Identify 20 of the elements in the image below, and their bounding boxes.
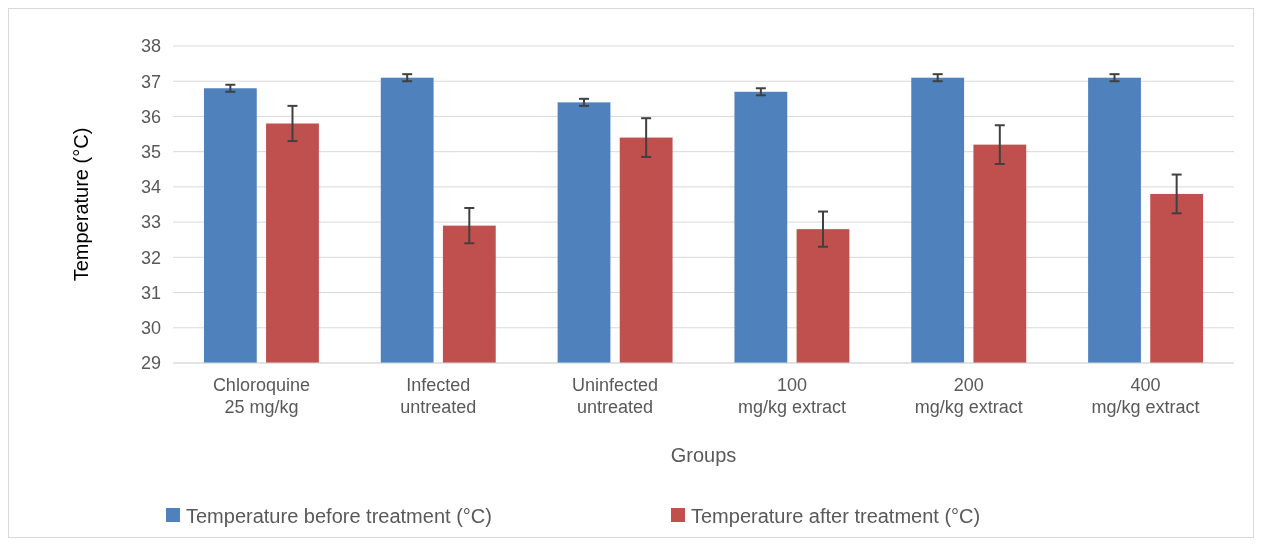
y-tick-label: 34 bbox=[140, 177, 161, 198]
y-tick-label: 36 bbox=[140, 106, 161, 127]
x-tick-label: Infected untreated bbox=[400, 375, 477, 417]
x-axis-title: Groups bbox=[670, 444, 737, 466]
legend-label: Temperature before treatment (°C) bbox=[186, 505, 492, 527]
x-tick-label: Uninfected untreated bbox=[572, 375, 659, 417]
x-tick-label: Chloroquine 25 mg/kg bbox=[212, 375, 310, 417]
legend-label: Temperature after treatment (°C) bbox=[691, 505, 981, 527]
y-tick-label: 33 bbox=[140, 212, 161, 233]
x-tick-label: 100 mg/kg extract bbox=[737, 375, 846, 417]
y-tick-label: 30 bbox=[140, 318, 161, 339]
y-tick-label: 31 bbox=[140, 282, 161, 303]
y-tick-label: 35 bbox=[140, 141, 161, 162]
x-tick-label: 400 mg/kg extract bbox=[1091, 375, 1200, 417]
y-tick-label: 29 bbox=[140, 353, 161, 374]
y-tick-label: 38 bbox=[140, 36, 161, 57]
y-tick-label: 32 bbox=[140, 247, 161, 268]
x-tick-label: 200 mg/kg extract bbox=[914, 375, 1023, 417]
y-axis-title: Temperature (°C) bbox=[70, 127, 92, 282]
y-tick-label: 37 bbox=[140, 71, 161, 92]
